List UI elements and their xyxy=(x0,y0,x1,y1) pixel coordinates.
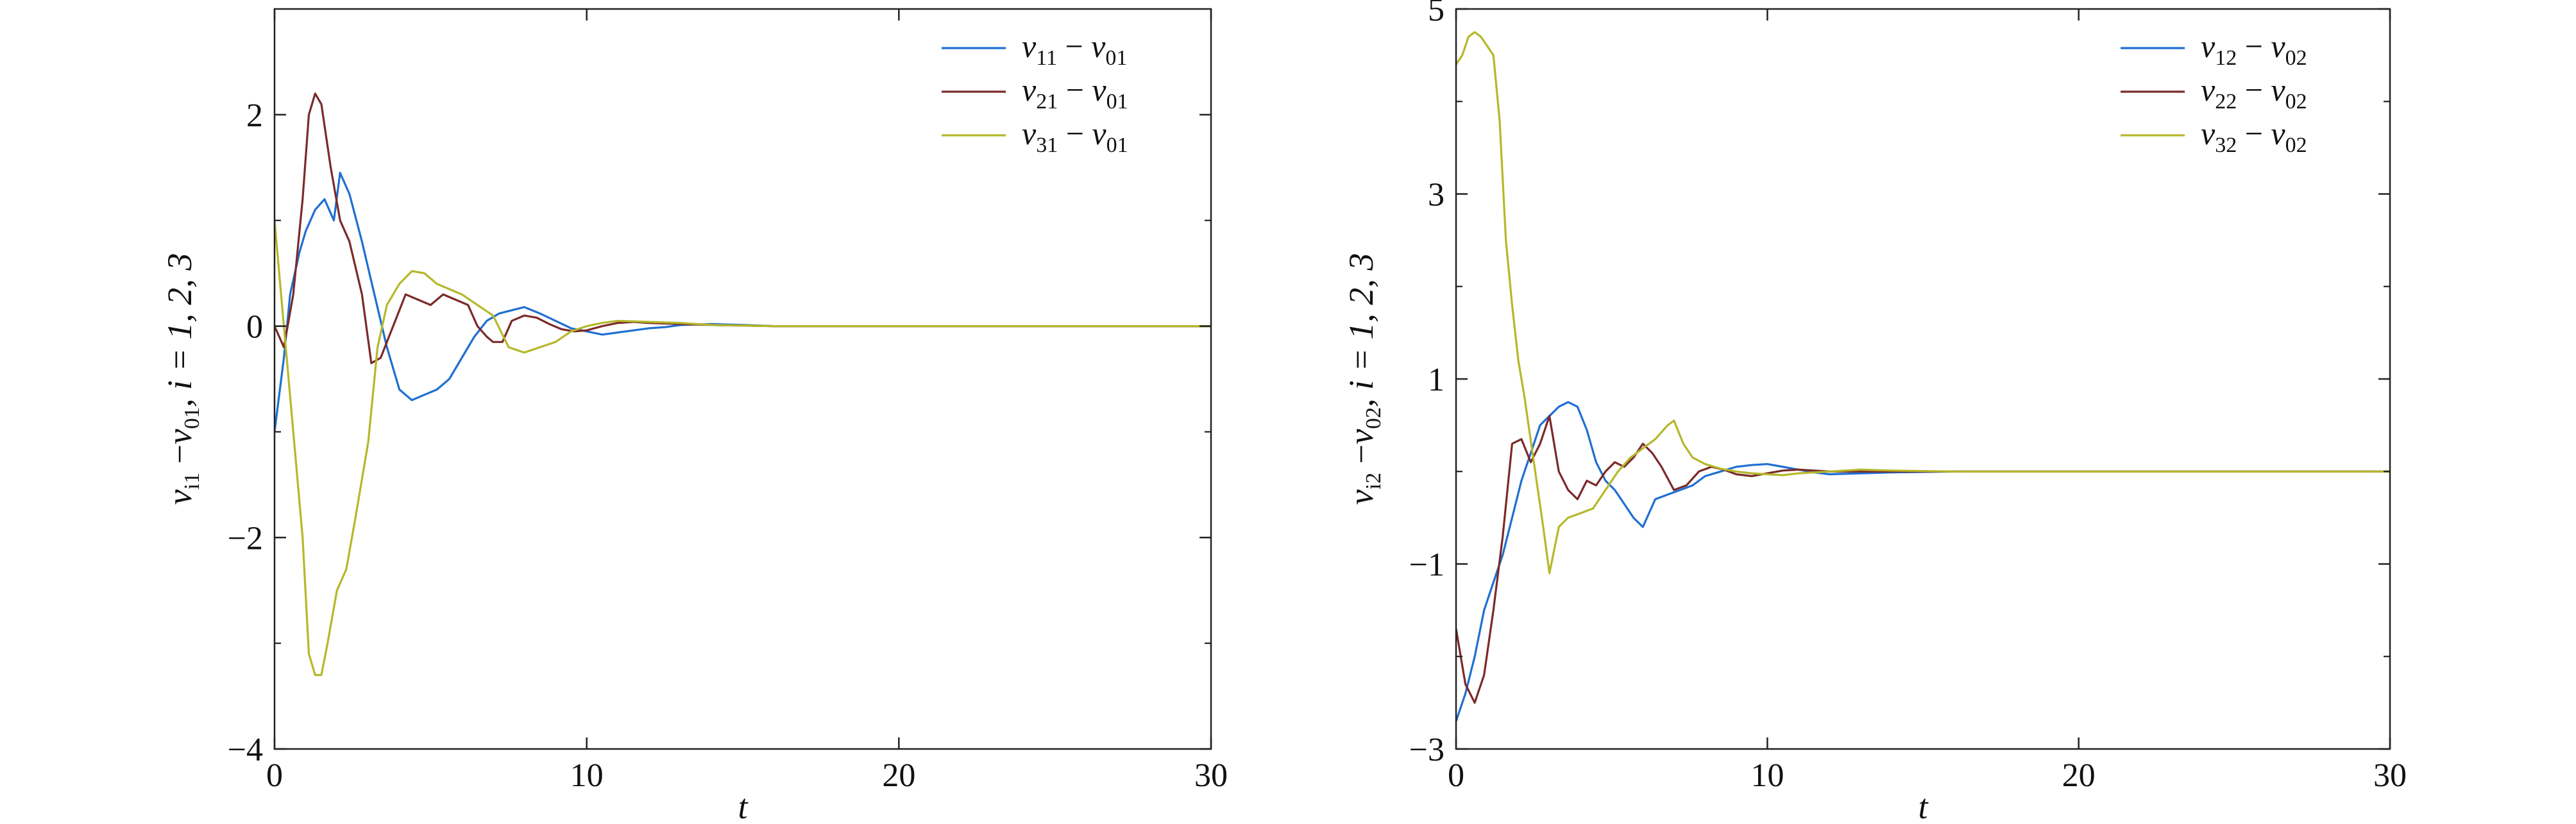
y-axis-label: vi2 −v02, i = 1, 2, 3 xyxy=(1342,253,1385,505)
x-axis-label: t xyxy=(738,787,749,821)
series-line-1 xyxy=(275,171,1211,432)
legend-entry-3: v32 − v02 xyxy=(2201,115,2307,157)
x-tick-label: 20 xyxy=(2062,757,2096,794)
y-tick-label: 2 xyxy=(246,97,263,134)
x-tick-label: 30 xyxy=(2373,757,2407,794)
x-tick-label: 20 xyxy=(882,757,915,794)
y-axis-label: vi1 −v01, i = 1, 2, 3 xyxy=(160,253,204,505)
x-tick-label: 10 xyxy=(1750,757,1784,794)
x-tick-label: 0 xyxy=(1448,757,1464,794)
legend-entry-2: v21 − v01 xyxy=(1022,72,1128,114)
y-tick-label: −4 xyxy=(228,732,263,768)
series-line-3 xyxy=(1456,31,2390,575)
legend-entry-1: v12 − v02 xyxy=(2201,28,2307,70)
y-tick-label: 1 xyxy=(1428,362,1445,398)
y-tick-label: 5 xyxy=(1428,0,1445,28)
legend-entry-3: v31 − v01 xyxy=(1022,115,1128,157)
panel-v2: 0 10 20 30 −3 −1 1 3 5 t vi2 −v02, i = 1, 2, 3 v12 … xyxy=(1342,0,2407,824)
plot-frame xyxy=(273,8,1212,750)
legend-entry-2: v22 − v02 xyxy=(2201,72,2307,114)
x-tick-label: 10 xyxy=(570,757,604,794)
y-tick-label: 3 xyxy=(1428,177,1445,214)
x-tick-label: 30 xyxy=(1194,757,1228,794)
series-line-1 xyxy=(1456,401,2390,722)
series-line-3 xyxy=(275,220,1211,677)
series-group xyxy=(1456,31,2390,722)
x-tick-label: 0 xyxy=(266,757,283,794)
series-group xyxy=(275,92,1211,677)
x-axis-label: t xyxy=(1918,787,1929,821)
y-tick-label: −2 xyxy=(228,520,263,557)
panel-v1: 0 10 20 30 −4 −2 0 2 t vi1 −v01, i = 1, 2, 3 v11 −… xyxy=(160,8,1228,824)
y-tick-label: 0 xyxy=(246,309,263,346)
y-tick-label: −3 xyxy=(1409,732,1445,768)
legend-entry-1: v11 − v01 xyxy=(1022,28,1127,70)
series-line-2 xyxy=(1456,415,2390,704)
y-tick-label: −1 xyxy=(1409,547,1445,584)
